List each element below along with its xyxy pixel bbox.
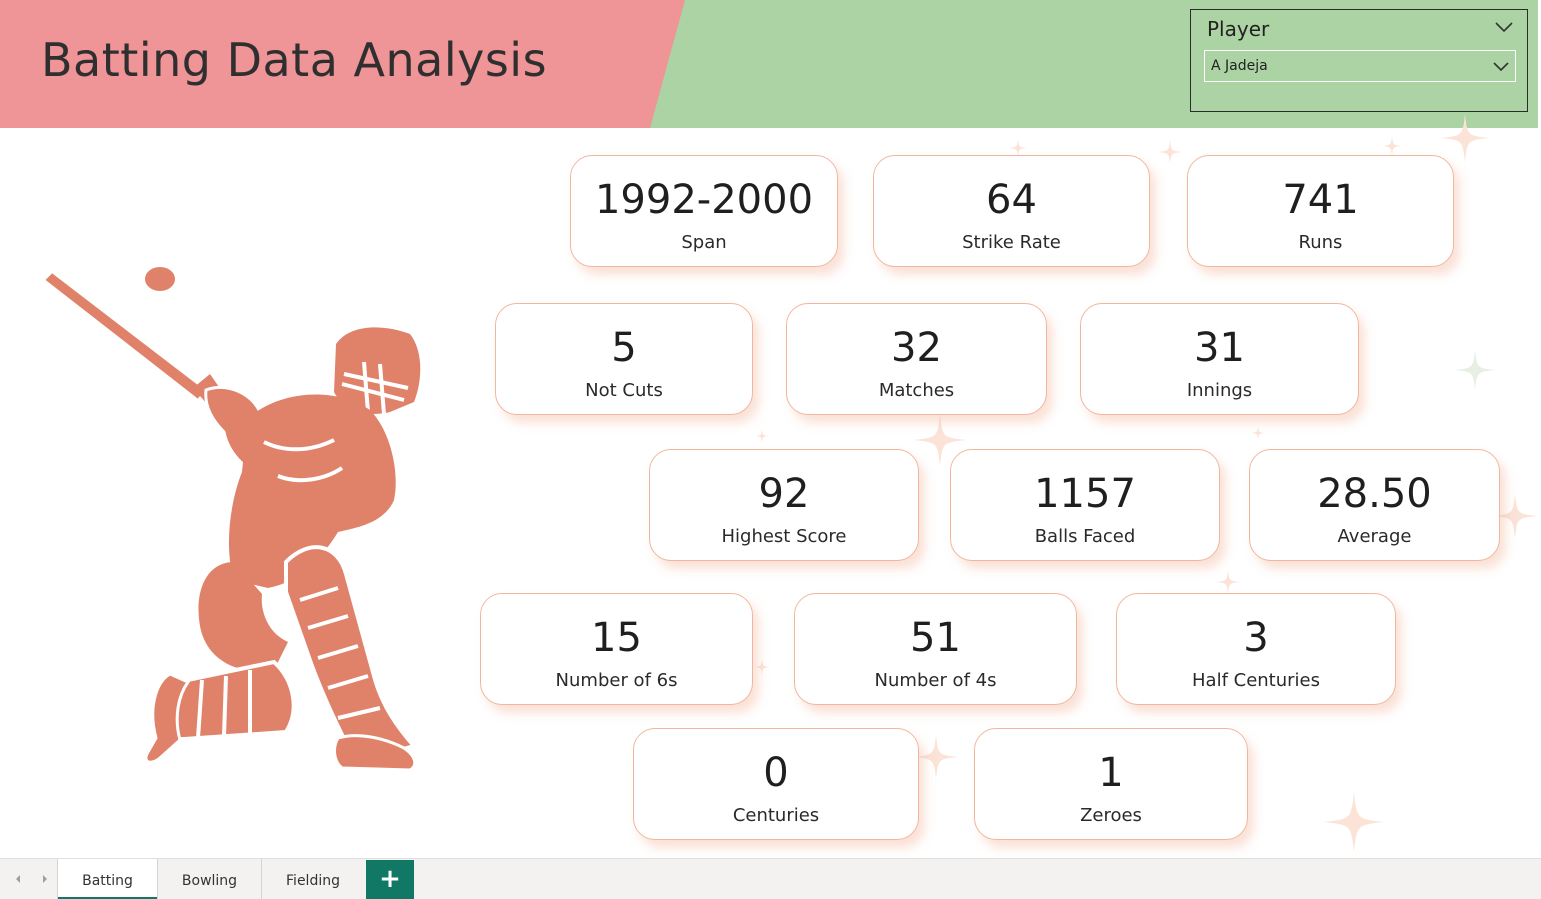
fours-card: 51 Number of 4s <box>794 593 1077 705</box>
centuries-value: 0 <box>763 750 789 796</box>
not-outs-value: 5 <box>611 325 637 371</box>
not-outs-label: Not Cuts <box>585 380 663 401</box>
not-outs-card: 5 Not Cuts <box>495 303 753 415</box>
matches-value: 32 <box>891 325 942 371</box>
innings-label: Innings <box>1186 380 1253 401</box>
span-label: Span <box>681 232 727 253</box>
span-card: 1992-2000 Span <box>570 155 838 267</box>
player-slicer[interactable]: Player A Jadeja <box>1190 9 1528 112</box>
runs-card: 741 Runs <box>1187 155 1454 267</box>
add-page-button[interactable]: + <box>366 860 414 899</box>
slicer-title: Player <box>1207 17 1270 41</box>
fours-value: 51 <box>910 615 961 661</box>
tab-bowling[interactable]: Bowling <box>181 873 238 889</box>
centuries-card: 0 Centuries <box>633 728 919 840</box>
strike-rate-label: Strike Rate <box>962 232 1061 253</box>
player-dropdown-value: A Jadeja <box>1211 58 1268 74</box>
average-value: 28.50 <box>1317 471 1432 517</box>
chevron-left-icon[interactable] <box>14 874 22 884</box>
chevron-down-icon[interactable] <box>1495 21 1513 33</box>
zeroes-card: 1 Zeroes <box>974 728 1248 840</box>
balls-faced-value: 1157 <box>1034 471 1136 517</box>
matches-label: Matches <box>878 380 955 401</box>
tab-fielding[interactable]: Fielding <box>286 873 340 889</box>
chevron-down-icon[interactable] <box>1493 61 1509 72</box>
zeroes-label: Zeroes <box>1080 805 1142 826</box>
highest-score-card: 92 Highest Score <box>649 449 919 561</box>
strike-rate-card: 64 Strike Rate <box>873 155 1150 267</box>
strike-rate-value: 64 <box>986 177 1037 223</box>
header-title-panel <box>0 0 685 128</box>
player-dropdown[interactable]: A Jadeja <box>1204 50 1516 82</box>
highest-score-value: 92 <box>758 471 810 517</box>
runs-value: 741 <box>1282 177 1359 223</box>
runs-label: Runs <box>1298 232 1343 253</box>
fours-label: Number of 4s <box>874 670 997 691</box>
balls-faced-label: Balls Faced <box>1034 526 1136 547</box>
sixes-card: 15 Number of 6s <box>480 593 753 705</box>
sheet-tab-bar: Batting Bowling Fielding + <box>0 858 1541 899</box>
cricket-batsman-icon <box>42 267 421 772</box>
plus-icon: + <box>379 864 401 894</box>
sixes-label: Number of 6s <box>555 670 678 691</box>
balls-faced-card: 1157 Balls Faced <box>950 449 1220 561</box>
sixes-value: 15 <box>591 615 642 661</box>
half-centuries-label: Half Centuries <box>1192 670 1320 691</box>
half-centuries-value: 3 <box>1243 615 1269 661</box>
average-label: Average <box>1337 526 1412 547</box>
matches-card: 32 Matches <box>786 303 1047 415</box>
tab-divider <box>261 859 262 899</box>
zeroes-value: 1 <box>1098 750 1124 796</box>
centuries-label: Centuries <box>732 805 820 826</box>
page-title: Batting Data Analysis <box>41 33 548 87</box>
chevron-right-icon[interactable] <box>41 874 49 884</box>
half-centuries-card: 3 Half Centuries <box>1116 593 1396 705</box>
highest-score-label: Highest Score <box>721 526 847 547</box>
innings-value: 31 <box>1194 325 1245 371</box>
average-card: 28.50 Average <box>1249 449 1500 561</box>
tab-batting[interactable]: Batting <box>57 859 158 899</box>
innings-card: 31 Innings <box>1080 303 1359 415</box>
span-value: 1992-2000 <box>594 177 814 223</box>
